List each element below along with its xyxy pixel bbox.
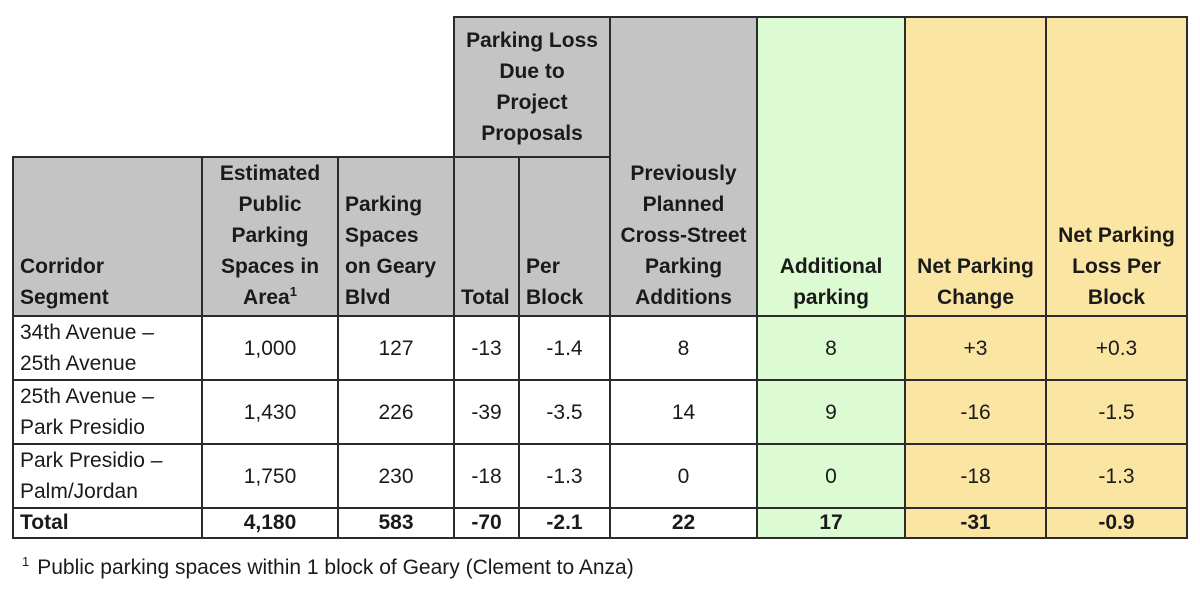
cell-additional: 9 xyxy=(756,379,907,445)
cell-total-estimated: 4,180 xyxy=(201,507,339,539)
cell-net-change: -18 xyxy=(904,443,1048,509)
cell-total: -18 xyxy=(453,443,521,509)
header-total: Total xyxy=(453,156,521,317)
group-header-parking-loss: Parking Loss Due to Project Proposals xyxy=(453,16,612,158)
table-row: 25th Avenue – Park Presidio 1,430 226 -3… xyxy=(12,379,1189,445)
cell-geary: 226 xyxy=(336,379,456,445)
cell-additional: 8 xyxy=(756,315,907,381)
header-estimated-public-parking: Estimated Public Parking Spaces in Area1 xyxy=(201,156,339,317)
header-net-parking-change: Net Parking Change xyxy=(904,16,1048,317)
footnote-text: Public parking spaces within 1 block of … xyxy=(37,556,634,579)
parking-table: Parking Loss Due to Project Proposals Pr… xyxy=(12,16,1189,539)
cell-additional: 0 xyxy=(756,443,907,509)
header-net-loss-per-block: Net Parking Loss Per Block xyxy=(1045,16,1189,317)
footnote-marker: 1 xyxy=(289,284,297,299)
header-per-block: Per Block xyxy=(518,156,612,317)
cell-estimated: 1,000 xyxy=(201,315,339,381)
cell-net-loss-per-block: +0.3 xyxy=(1045,315,1189,381)
total-row: Total 4,180 583 -70 -2.1 22 17 -31 -0.9 xyxy=(12,507,1189,539)
cell-total-previously: 22 xyxy=(609,507,759,539)
cell-total: -39 xyxy=(453,379,521,445)
cell-net-change: -16 xyxy=(904,379,1048,445)
cell-segment: 25th Avenue – Park Presidio xyxy=(12,379,203,445)
cell-estimated: 1,430 xyxy=(201,379,339,445)
header-corridor-segment: Corridor Segment xyxy=(12,156,203,317)
cell-total-geary: 583 xyxy=(336,507,456,539)
cell-net-loss-per-block: -1.3 xyxy=(1045,443,1189,509)
cell-net-change: +3 xyxy=(904,315,1048,381)
cell-previously: 0 xyxy=(609,443,759,509)
cell-per-block: -3.5 xyxy=(518,379,612,445)
cell-previously: 14 xyxy=(609,379,759,445)
cell-total-additional: 17 xyxy=(756,507,907,539)
footnote: 1 Public parking spaces within 1 block of… xyxy=(22,554,634,580)
header-previously-planned: Previously Planned Cross-Street Parking … xyxy=(609,16,759,317)
cell-total-net-change: -31 xyxy=(904,507,1048,539)
table-row: 34th Avenue – 25th Avenue 1,000 127 -13 … xyxy=(12,315,1189,381)
cell-net-loss-per-block: -1.5 xyxy=(1045,379,1189,445)
cell-per-block: -1.4 xyxy=(518,315,612,381)
cell-total-per-block: -2.1 xyxy=(518,507,612,539)
cell-previously: 8 xyxy=(609,315,759,381)
cell-geary: 230 xyxy=(336,443,456,509)
header-additional-parking: Additional parking xyxy=(756,16,907,317)
cell-total-total: -70 xyxy=(453,507,521,539)
header-geary-spaces: Parking Spaces on Geary Blvd xyxy=(336,156,456,317)
table-row: Park Presidio – Palm/Jordan 1,750 230 -1… xyxy=(12,443,1189,509)
cell-geary: 127 xyxy=(336,315,456,381)
cell-total-label: Total xyxy=(12,507,203,539)
cell-segment: Park Presidio – Palm/Jordan xyxy=(12,443,203,509)
cell-total-net-loss-per-block: -0.9 xyxy=(1045,507,1189,539)
cell-segment: 34th Avenue – 25th Avenue xyxy=(12,315,203,381)
footnote-number: 1 xyxy=(22,554,30,569)
cell-per-block: -1.3 xyxy=(518,443,612,509)
cell-estimated: 1,750 xyxy=(201,443,339,509)
cell-total: -13 xyxy=(453,315,521,381)
